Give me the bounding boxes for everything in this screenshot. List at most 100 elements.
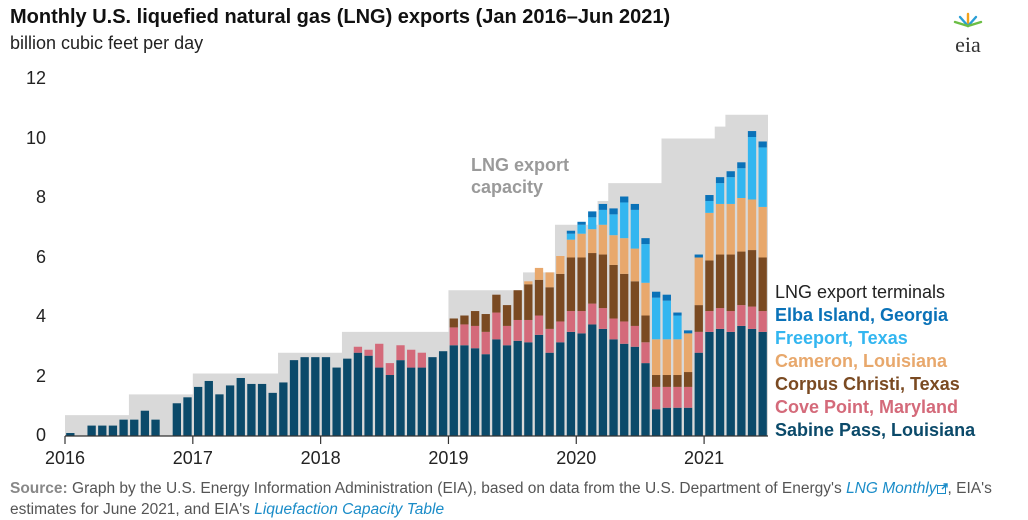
bar-segment: [183, 397, 192, 436]
bar-segment: [747, 137, 757, 200]
bar-segment: [151, 419, 160, 436]
bar-segment: [492, 312, 501, 340]
y-tick-label: 4: [35, 306, 46, 326]
bar-segment: [609, 235, 618, 265]
bar-segment: [321, 357, 331, 436]
bar-segment: [556, 256, 565, 274]
bar-segment: [598, 224, 608, 255]
chart-title: Monthly U.S. liquefied natural gas (LNG)…: [10, 6, 671, 28]
bar-segment: [481, 354, 490, 436]
bar-segment: [715, 183, 725, 204]
bar-segment: [556, 342, 565, 436]
legend-item: Freeport, Texas: [775, 328, 908, 348]
bar-segment: [598, 308, 608, 329]
external-link-icon[interactable]: [936, 483, 948, 494]
source-text-2: , EIA's estimates for June 2021, and EIA…: [10, 480, 992, 518]
bar-segment: [683, 407, 693, 436]
bar-segment: [385, 363, 395, 376]
bar-segment: [662, 407, 671, 436]
bar-segment: [652, 375, 661, 387]
bar-segment: [364, 349, 373, 356]
bar-segment: [566, 311, 576, 332]
bar-segment: [470, 325, 480, 349]
bar-segment: [257, 383, 267, 436]
y-tick-label: 6: [35, 246, 46, 267]
bar-segment: [662, 375, 671, 387]
bar-segment: [683, 386, 693, 408]
bar-segment: [502, 305, 512, 326]
legend-item: Cove Point, Maryland: [775, 397, 959, 417]
eia-logo-icon[interactable]: eia: [938, 8, 998, 58]
source-text-1: Graph by the U.S. Energy Information Adm…: [67, 480, 847, 497]
bar-segment: [598, 209, 608, 225]
bar-segment: [630, 281, 640, 326]
bar-segment: [715, 254, 725, 309]
bar-segment: [620, 196, 629, 203]
chart-subtitle: billion cubic feet per day: [10, 33, 204, 53]
bar-segment: [534, 334, 544, 436]
bar-segment: [737, 305, 746, 326]
bar-segment: [449, 318, 458, 328]
bar-segment: [673, 375, 682, 387]
bar-segment: [726, 311, 735, 332]
bar-segment: [460, 324, 469, 346]
bar-segment: [673, 386, 682, 408]
bar-segment: [577, 224, 586, 234]
bar-segment: [460, 315, 469, 325]
bar-segment: [694, 305, 703, 332]
bar-segment: [353, 346, 363, 353]
bar-segment: [289, 360, 299, 436]
bar-segment: [66, 433, 75, 436]
bar-segment: [577, 221, 586, 225]
lng-monthly-link[interactable]: LNG Monthly: [846, 480, 937, 497]
liquefaction-capacity-link[interactable]: Liquefaction Capacity Table: [254, 501, 445, 518]
bar-segment: [566, 230, 576, 234]
bar-segment: [513, 319, 522, 341]
bar-segment: [641, 342, 650, 364]
capacity-area: [65, 114, 768, 436]
bar-segment: [683, 372, 693, 387]
y-tick-label: 2: [35, 365, 46, 386]
y-tick-label: 12: [25, 68, 46, 88]
legend-item: Sabine Pass, Louisiana: [775, 420, 976, 440]
bar-segment: [609, 318, 618, 340]
bar-segment: [620, 343, 629, 436]
bar-segment: [694, 352, 703, 436]
bar-segment: [673, 407, 682, 436]
bar-segment: [694, 257, 703, 306]
bar-segment: [566, 233, 576, 240]
bar-segment: [375, 343, 384, 368]
x-tick-label: 2020: [556, 448, 597, 468]
bar-segment: [609, 264, 618, 319]
bar-segment: [715, 328, 725, 436]
bar-segment: [247, 383, 256, 436]
bar-segment: [481, 314, 490, 332]
bar-segment: [577, 233, 586, 258]
logo-text: eia: [955, 32, 981, 57]
bar-segment: [332, 367, 341, 436]
source-note: Source: Graph by the U.S. Energy Informa…: [10, 478, 1020, 520]
bar-segment: [470, 311, 480, 326]
bar-segment: [652, 409, 661, 436]
bar-segment: [747, 306, 757, 329]
bar-segment: [630, 325, 640, 347]
bar-segment: [375, 367, 384, 436]
bar-segment: [737, 325, 746, 436]
bar-segment: [588, 303, 597, 325]
bar-segment: [737, 198, 746, 252]
bar-segment: [193, 386, 203, 436]
bar-segment: [492, 339, 501, 436]
bar-segment: [140, 410, 150, 436]
bar-segment: [417, 352, 426, 368]
bar-segment: [492, 294, 501, 313]
bar-segment: [577, 311, 586, 334]
bar-segment: [758, 147, 767, 207]
bar-segment: [630, 203, 640, 210]
bar-segment: [470, 348, 480, 436]
bar-segment: [683, 330, 693, 334]
y-tick-label: 0: [35, 425, 46, 445]
bar-segment: [609, 208, 618, 215]
y-tick-label: 8: [35, 187, 46, 207]
bar-segment: [534, 315, 544, 335]
bar-segment: [545, 328, 554, 353]
